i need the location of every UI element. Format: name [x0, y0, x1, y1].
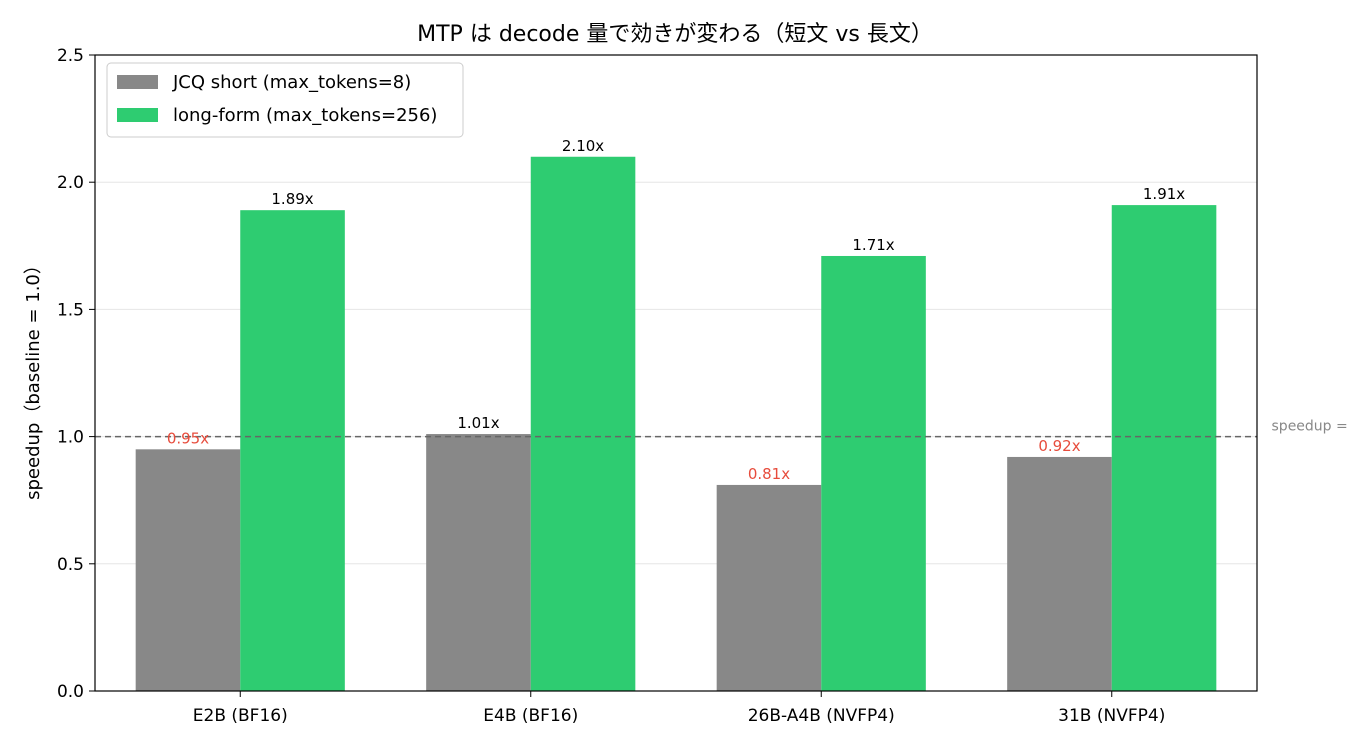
legend: JCQ short (max_tokens=8) long-form (max_t…: [106, 62, 464, 138]
plot-frame: [94, 54, 1258, 692]
x-tick-label: 26B-A4B (NVFP4): [748, 706, 895, 726]
reference-line-group: speedup = 1.0: [95, 419, 1350, 438]
legend-box: [106, 62, 464, 138]
bar-short-2: [716, 484, 822, 691]
bar-value-label: 0.95x: [167, 429, 209, 447]
y-tick-label: 0.5: [57, 555, 84, 575]
y-tick-label: 1.0: [57, 428, 84, 448]
y-tick-label: 1.5: [57, 300, 84, 320]
bar-value-label: 1.01x: [457, 414, 499, 432]
bar-value-label: 1.91x: [1143, 185, 1185, 203]
bar-long-1: [530, 156, 636, 691]
bar-long-2: [821, 255, 926, 691]
reference-line-label: speedup = 1.0: [1272, 419, 1350, 435]
bar-long-0: [240, 210, 345, 691]
x-tick-label: 31B (NVFP4): [1058, 706, 1165, 726]
bar-value-label: 2.10x: [562, 137, 604, 155]
bar-value-label: 1.89x: [271, 190, 313, 208]
bar-short-0: [135, 449, 241, 691]
y-tick-label: 2.5: [57, 46, 84, 66]
bar-short-1: [426, 434, 531, 691]
x-tick-label: E2B (BF16): [193, 706, 288, 726]
bar-value-label: 0.81x: [748, 465, 790, 483]
legend-entry-label: JCQ short (max_tokens=8): [172, 72, 411, 93]
bar-value-label: 1.71x: [852, 236, 894, 254]
y-axis-label: speedup（baseline = 1.0）: [23, 256, 44, 500]
bar-value-label: 0.92x: [1038, 437, 1080, 455]
legend-entry-label: long-form (max_tokens=256): [173, 105, 437, 126]
legend-swatch: [117, 75, 158, 89]
bar-value-labels: 0.95x 1.89x 1.01x 2.10x 0.81x 1.71x 0.92x 1.91x: [167, 137, 1185, 483]
x-tick-label: E4B (BF16): [483, 706, 578, 726]
y-tick-label: 0.0: [57, 682, 84, 702]
bars: [135, 156, 1217, 691]
legend-swatch: [117, 108, 158, 122]
chart-title: MTP は decode 量で効きが変わる（短文 vs 長文）: [417, 22, 933, 47]
bar-long-3: [1111, 205, 1217, 691]
axes: 0.0 0.5 1.0 1.5 2.0 2.5 E2B (BF16) E4B (BF16) 26…: [57, 46, 1258, 726]
bar-short-3: [1007, 456, 1112, 691]
y-tick-label: 2.0: [57, 173, 84, 193]
